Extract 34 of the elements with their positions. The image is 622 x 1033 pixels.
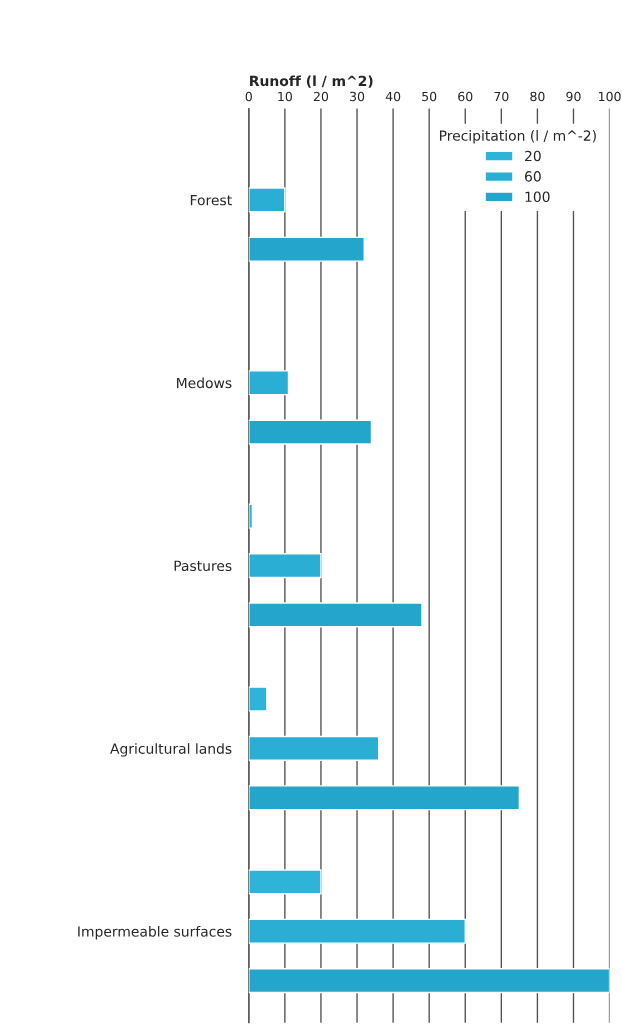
- bar: [248, 869, 322, 895]
- x-tick-label: 100: [599, 91, 621, 102]
- bar: [248, 187, 286, 213]
- bar: [248, 503, 254, 529]
- y-tick-label: Impermeable surfaces: [78, 925, 232, 940]
- x-tick-label: 50: [422, 91, 437, 102]
- x-axis-title: Runoff (l / m^2): [250, 75, 373, 88]
- x-tick-label: 40: [385, 91, 401, 102]
- y-tick-label: Forest: [190, 195, 232, 206]
- bar: [248, 370, 290, 396]
- bar: [248, 968, 610, 994]
- bar: [248, 419, 373, 445]
- bar: [248, 918, 466, 944]
- bar: [248, 552, 322, 579]
- legend-label: 60: [525, 171, 541, 182]
- legend-title: Precipitation (l / m^-2): [439, 130, 596, 144]
- legend-label: 100: [525, 191, 550, 203]
- y-tick-label: Agricultural lands: [110, 743, 232, 757]
- legend-label: 20: [525, 150, 541, 162]
- bar: [248, 686, 268, 712]
- x-tick-label: 0: [245, 91, 252, 102]
- bar: [248, 236, 365, 262]
- y-tick-label: Pastures: [174, 560, 232, 572]
- x-tick-label: 80: [530, 91, 545, 102]
- bar: [248, 735, 380, 761]
- bar: [248, 785, 521, 811]
- x-tick-label: 10: [278, 91, 292, 102]
- x-tick-label: 20: [313, 91, 329, 102]
- bar: [248, 602, 423, 628]
- y-tick-label: Medows: [177, 377, 232, 389]
- x-tick-label: 30: [350, 91, 365, 102]
- x-tick-label: 60: [458, 91, 473, 102]
- x-tick-label: 70: [494, 91, 509, 102]
- x-tick-label: 90: [566, 91, 581, 102]
